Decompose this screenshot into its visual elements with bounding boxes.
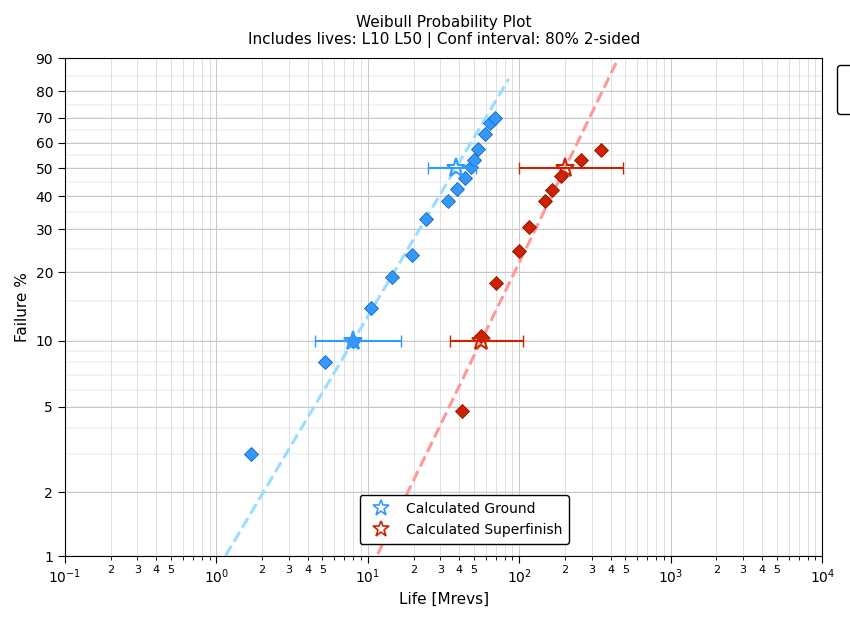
X-axis label: Life [Mrevs]: Life [Mrevs] [399,592,489,607]
Legend: Calculated Ground, Calculated Superfinish: Calculated Ground, Calculated Superfinis… [360,495,569,544]
Title: Weibull Probability Plot
Includes lives: L10 L50 | Conf interval: 80% 2-sided: Weibull Probability Plot Includes lives:… [247,15,640,49]
Y-axis label: Failure %: Failure % [15,272,30,342]
